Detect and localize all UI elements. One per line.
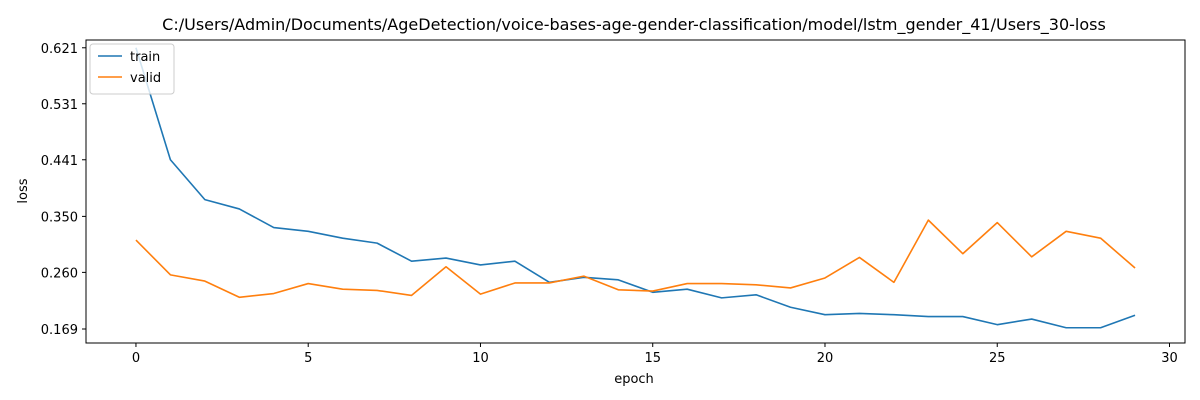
series-line-train: [135, 47, 1136, 329]
y-tick-label: 0.531: [41, 98, 78, 113]
chart-title: C:/Users/Admin/Documents/AgeDetection/vo…: [162, 15, 1106, 35]
x-tick-label: 10: [472, 351, 489, 366]
y-tick-label: 0.350: [41, 210, 78, 225]
x-tick-label: 0: [132, 351, 140, 366]
series-line-valid: [135, 219, 1136, 299]
x-axis: 0 5 10 15 20 25 30: [132, 343, 1178, 366]
plot-area-frame: [85, 39, 1186, 344]
x-tick-label: 15: [644, 351, 661, 366]
y-tick-label: 0.621: [41, 42, 78, 57]
x-tick-label: 30: [1161, 351, 1178, 366]
x-tick-label: 25: [989, 351, 1006, 366]
series-layer: [135, 47, 1136, 329]
x-tick-label: 5: [304, 351, 312, 366]
y-axis-label: loss: [16, 178, 31, 203]
legend: train valid: [89, 43, 175, 95]
legend-label-valid: valid: [130, 71, 161, 86]
y-tick-label: 0.441: [41, 154, 78, 169]
x-axis-label: epoch: [614, 372, 654, 387]
y-axis: 0.169 0.260 0.350 0.441 0.531 0.621: [41, 42, 86, 338]
y-tick-label: 0.169: [41, 323, 78, 338]
x-tick-label: 20: [817, 351, 834, 366]
legend-label-train: train: [130, 50, 160, 65]
y-tick-label: 0.260: [41, 266, 78, 281]
